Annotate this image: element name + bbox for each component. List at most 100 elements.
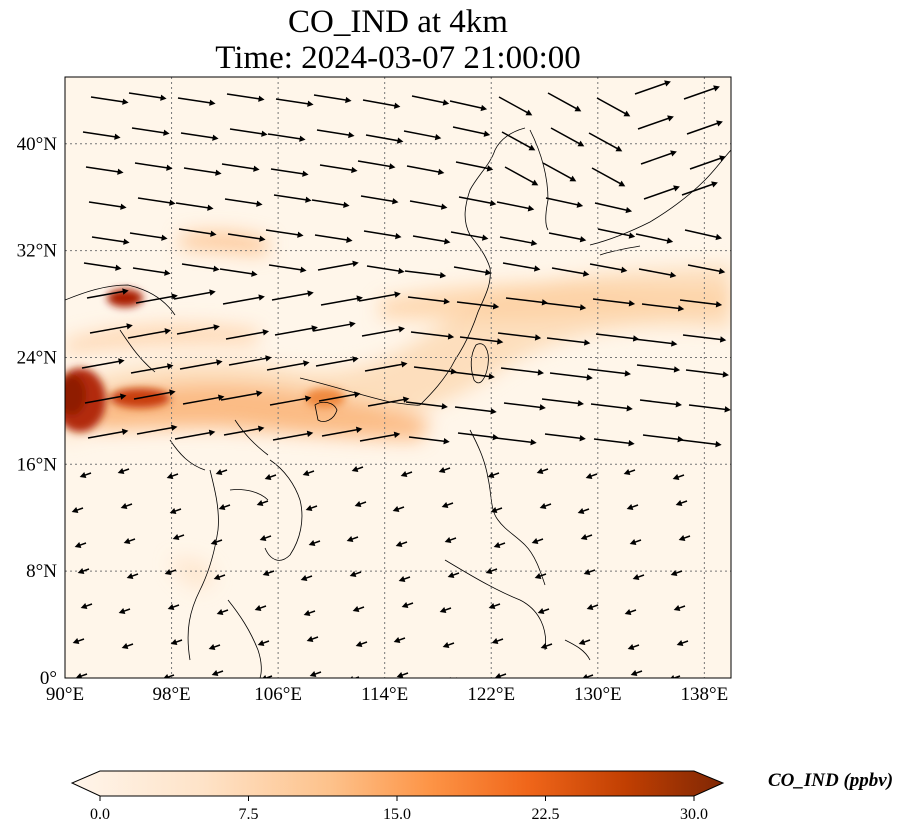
wind-arrow-head — [126, 323, 133, 330]
wind-arrow-head — [488, 373, 495, 380]
colorbar-tick-label: 0.0 — [90, 806, 110, 823]
lon-tick-label: 122°E — [467, 684, 515, 705]
wind-arrow-head — [394, 291, 401, 298]
wind-arrow-head — [120, 502, 128, 510]
wind-arrow-head — [170, 638, 178, 646]
wind-arrow-head — [664, 80, 671, 87]
wind-arrow-head — [80, 602, 88, 610]
wind-arrow-shaft — [317, 262, 356, 271]
wind-arrow-head — [620, 266, 628, 273]
wind-arrow-head — [121, 642, 129, 650]
wind-arrow-shaft — [182, 396, 222, 405]
wind-arrow-head — [443, 298, 451, 305]
map-frame — [64, 76, 732, 679]
hotspot-myanmar-core — [65, 375, 86, 415]
cambodia-border — [229, 489, 269, 501]
wind-arrow-shaft — [457, 432, 496, 439]
wind-arrow-head — [618, 180, 626, 187]
colorbar-ticks: 0.0 7.5 15.0 22.5 30.0 — [90, 796, 708, 823]
wind-arrow-shaft — [273, 194, 309, 201]
wind-arrow-head — [623, 468, 631, 476]
wind-arrow-head — [123, 537, 131, 545]
wind-arrow-shaft — [174, 431, 212, 440]
wind-arrow-shaft — [591, 167, 623, 186]
wind-arrow-head — [494, 672, 502, 678]
wind-arrow-head — [118, 607, 126, 615]
wind-arrow-head — [490, 408, 497, 415]
wind-arrow-head — [675, 499, 683, 507]
wind-arrow-shaft — [266, 362, 307, 371]
wind-arrow-head — [302, 170, 309, 177]
thailand-peninsula — [187, 469, 219, 661]
wind-arrow-shaft — [408, 436, 447, 443]
wind-arrow-head — [489, 199, 497, 207]
wind-arrow-head — [398, 326, 405, 333]
colorbar-tick-label: 7.5 — [239, 806, 259, 823]
wind-arrow-head — [628, 300, 636, 307]
wind-arrow-shaft — [684, 229, 719, 239]
wind-arrow-shaft — [500, 367, 541, 374]
colorbar-tick-label: 15.0 — [383, 806, 411, 823]
wind-arrow-shaft — [544, 433, 583, 440]
wind-arrow-head — [624, 370, 631, 377]
wind-arrow-head — [259, 534, 267, 542]
wind-arrow-shaft — [127, 330, 168, 339]
wind-arrow-head — [491, 637, 499, 645]
wind-arrow-shaft — [222, 296, 262, 305]
wind-arrow-head — [667, 115, 674, 122]
wind-arrow-head — [447, 333, 455, 340]
wind-arrow-shaft — [689, 156, 723, 170]
wind-arrow-head — [262, 569, 270, 577]
wind-arrow-head — [161, 234, 168, 241]
plot-title-line1: CO_IND at 4km — [288, 4, 508, 40]
lon-tick-label: 114°E — [361, 684, 408, 705]
wind-arrow-head — [257, 425, 265, 432]
wind-arrow-head — [531, 179, 539, 186]
wind-arrow-shaft — [542, 162, 574, 181]
wind-arrow-head — [530, 438, 537, 446]
wind-arrow-head — [487, 471, 495, 479]
wind-arrow-head — [77, 567, 85, 575]
wind-arrow-head — [256, 390, 263, 397]
wind-arrow-head — [396, 671, 404, 678]
wind-arrow-head — [350, 675, 353, 678]
wind-arrow-head — [673, 604, 681, 612]
wind-arrow-shaft — [636, 364, 677, 371]
wind-arrow-shaft — [595, 333, 636, 340]
wind-arrow-head — [493, 541, 501, 549]
wind-arrow-head — [121, 428, 129, 435]
wind-arrow-shaft — [136, 426, 175, 435]
wind-arrow-shaft — [221, 163, 257, 170]
myanmar-border — [169, 439, 206, 471]
wind-arrow-shaft — [596, 97, 628, 116]
wind-arrow-shaft — [84, 395, 124, 404]
wind-arrow-head — [352, 260, 359, 267]
lat-tick-label: 8°N — [26, 561, 57, 582]
wind-arrow-head — [216, 359, 223, 366]
wind-arrow-head — [623, 110, 631, 117]
malay-peninsula — [227, 599, 262, 678]
wind-arrow-head — [485, 567, 493, 575]
wind-arrow-shaft — [412, 235, 448, 243]
wind-arrow-head — [79, 471, 87, 479]
lon-tick-label: 138°E — [681, 684, 729, 705]
wind-arrow-head — [483, 130, 491, 137]
wind-arrow-shaft — [223, 427, 262, 436]
wind-arrow-head — [715, 301, 723, 308]
hainan-island — [314, 401, 338, 422]
wind-arrow-shaft — [179, 361, 220, 370]
wind-arrow-shaft — [316, 129, 352, 137]
wind-arrow-head — [160, 94, 167, 101]
wind-arrow-shaft — [229, 128, 265, 135]
wind-arrow-head — [349, 321, 356, 328]
wind-arrow-shaft — [135, 295, 175, 304]
himalaya-border — [65, 284, 176, 316]
wind-arrow-head — [117, 467, 125, 475]
wind-vectors — [71, 80, 731, 678]
wind-arrow-shaft — [133, 391, 173, 400]
wind-arrow-shaft — [687, 264, 722, 273]
wind-arrow-shaft — [496, 201, 531, 210]
wind-arrow-head — [354, 500, 362, 508]
wind-arrow-head — [213, 573, 221, 581]
wind-arrow-head — [711, 181, 718, 188]
